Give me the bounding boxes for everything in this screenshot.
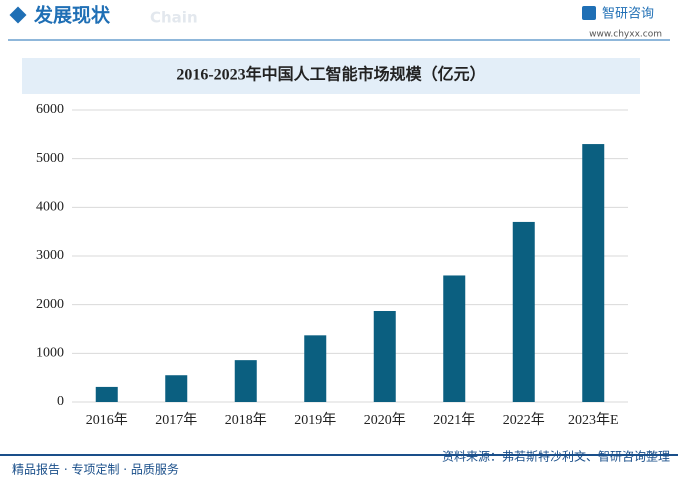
y-tick-label: 4000	[36, 200, 64, 215]
x-tick-label: 2021年	[433, 412, 475, 428]
logo-text: 智研咨询	[602, 7, 654, 22]
bar	[165, 375, 188, 402]
logo-icon	[582, 6, 596, 20]
x-tick-label: 2017年	[155, 412, 197, 428]
x-tick-label: 2016年	[86, 412, 128, 428]
bar	[304, 335, 327, 402]
header-title: 发展现状	[33, 4, 111, 27]
bar	[373, 310, 396, 402]
logo-url: www.chyxx.com	[589, 30, 662, 40]
x-tick-label: 2023年E	[568, 412, 619, 428]
x-tick-label: 2019年	[294, 412, 336, 428]
x-tick-label: 2022年	[503, 412, 545, 428]
y-tick-label: 2000	[36, 297, 64, 312]
y-tick-label: 0	[57, 394, 64, 409]
x-tick-label: 2018年	[225, 412, 267, 428]
header-icon	[9, 6, 27, 24]
footer-left: 精品报告 · 专项定制 · 品质服务	[12, 462, 179, 477]
chart-title: 2016-2023年中国人工智能市场规模（亿元）	[176, 65, 485, 84]
x-tick-label: 2020年	[364, 412, 406, 428]
y-tick-label: 3000	[36, 248, 64, 263]
footer-source: 资料来源：弗若斯特沙利文、智研咨询整理	[442, 449, 670, 464]
title-box	[22, 58, 640, 94]
bar	[512, 221, 535, 402]
header-watermark: Chain	[150, 9, 198, 27]
bar	[95, 386, 118, 402]
bar	[443, 275, 466, 402]
bar	[234, 360, 257, 402]
y-tick-label: 1000	[36, 346, 64, 361]
y-tick-label: 6000	[36, 102, 64, 117]
bar	[582, 144, 605, 403]
y-tick-label: 5000	[36, 151, 64, 166]
